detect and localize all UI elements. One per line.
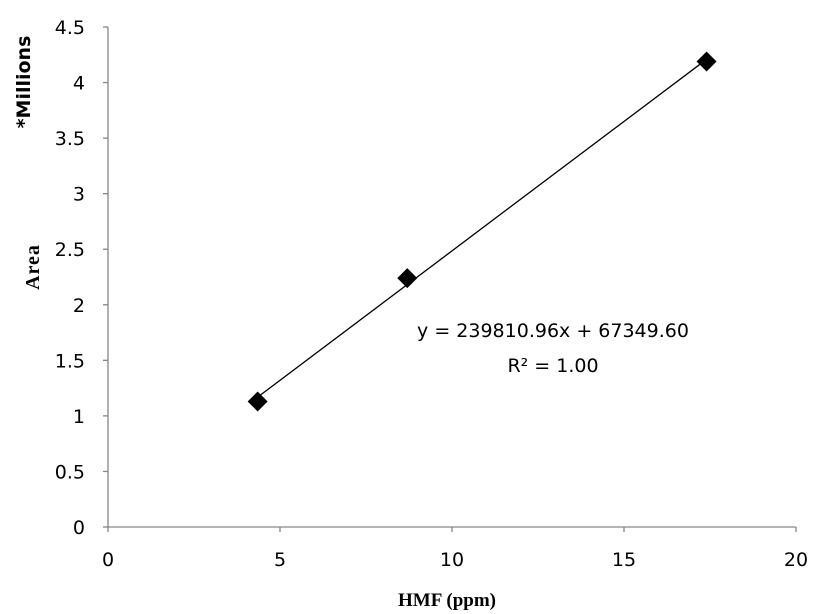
y-axis-multiplier-label: *Millions: [13, 36, 35, 129]
y-tick-label: 0.5: [55, 461, 85, 483]
x-tick-label: 20: [784, 549, 808, 571]
x-tick-label: 5: [274, 549, 286, 571]
trendline-r-squared: R² = 1.00: [507, 355, 598, 377]
y-tick-label: 3: [73, 184, 85, 206]
y-tick-label: 4: [73, 73, 85, 95]
y-tick-label: 0: [73, 517, 85, 539]
y-tick-label: 1.5: [55, 350, 85, 372]
axis-tick-marks: [103, 26, 797, 532]
x-tick-labels: 0 5 10 15 20: [102, 549, 808, 571]
data-point-marker: [247, 391, 268, 412]
y-tick-labels: 0 0.5 1 1.5 2 2.5 3 3.5 4 4.5: [55, 17, 85, 539]
y-tick-label: 2.5: [55, 239, 85, 261]
y-axis-label: Area: [22, 244, 44, 290]
y-tick-label: 4.5: [55, 17, 85, 39]
data-point-marker: [696, 51, 717, 72]
data-point-marker: [397, 268, 418, 289]
y-tick-label: 2: [73, 295, 85, 317]
x-tick-label: 0: [102, 549, 114, 571]
trendline: [257, 58, 707, 398]
y-tick-label: 1: [73, 406, 85, 428]
trendline-equation: y = 239810.96x + 67349.60: [417, 320, 689, 342]
x-tick-label: 10: [440, 549, 464, 571]
x-axis-label: HMF (ppm): [398, 590, 496, 611]
x-tick-label: 15: [612, 549, 636, 571]
data-points: [247, 51, 717, 412]
y-tick-label: 3.5: [55, 128, 85, 150]
